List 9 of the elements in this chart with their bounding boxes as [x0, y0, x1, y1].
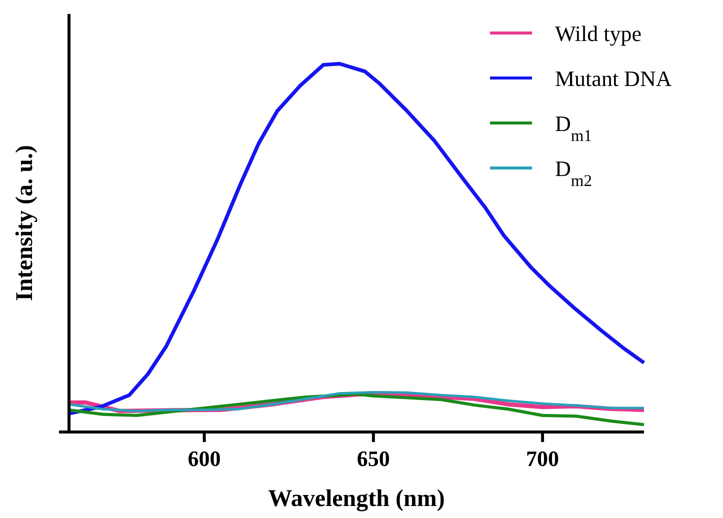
legend-label: D$_{m2}$	[555, 156, 592, 190]
legend-label: Wild type	[555, 21, 642, 46]
x-tick-label: 600	[188, 446, 221, 471]
x-axis-title: Wavelength (nm)	[268, 486, 445, 512]
x-tick-label: 700	[526, 446, 560, 471]
x-tick-label: 650	[356, 446, 390, 471]
legend-label: Mutant DNA	[555, 66, 672, 91]
legend-label: D$_{m1}$	[555, 111, 592, 144]
y-axis-title: Intensity (a. u.)	[12, 144, 38, 302]
